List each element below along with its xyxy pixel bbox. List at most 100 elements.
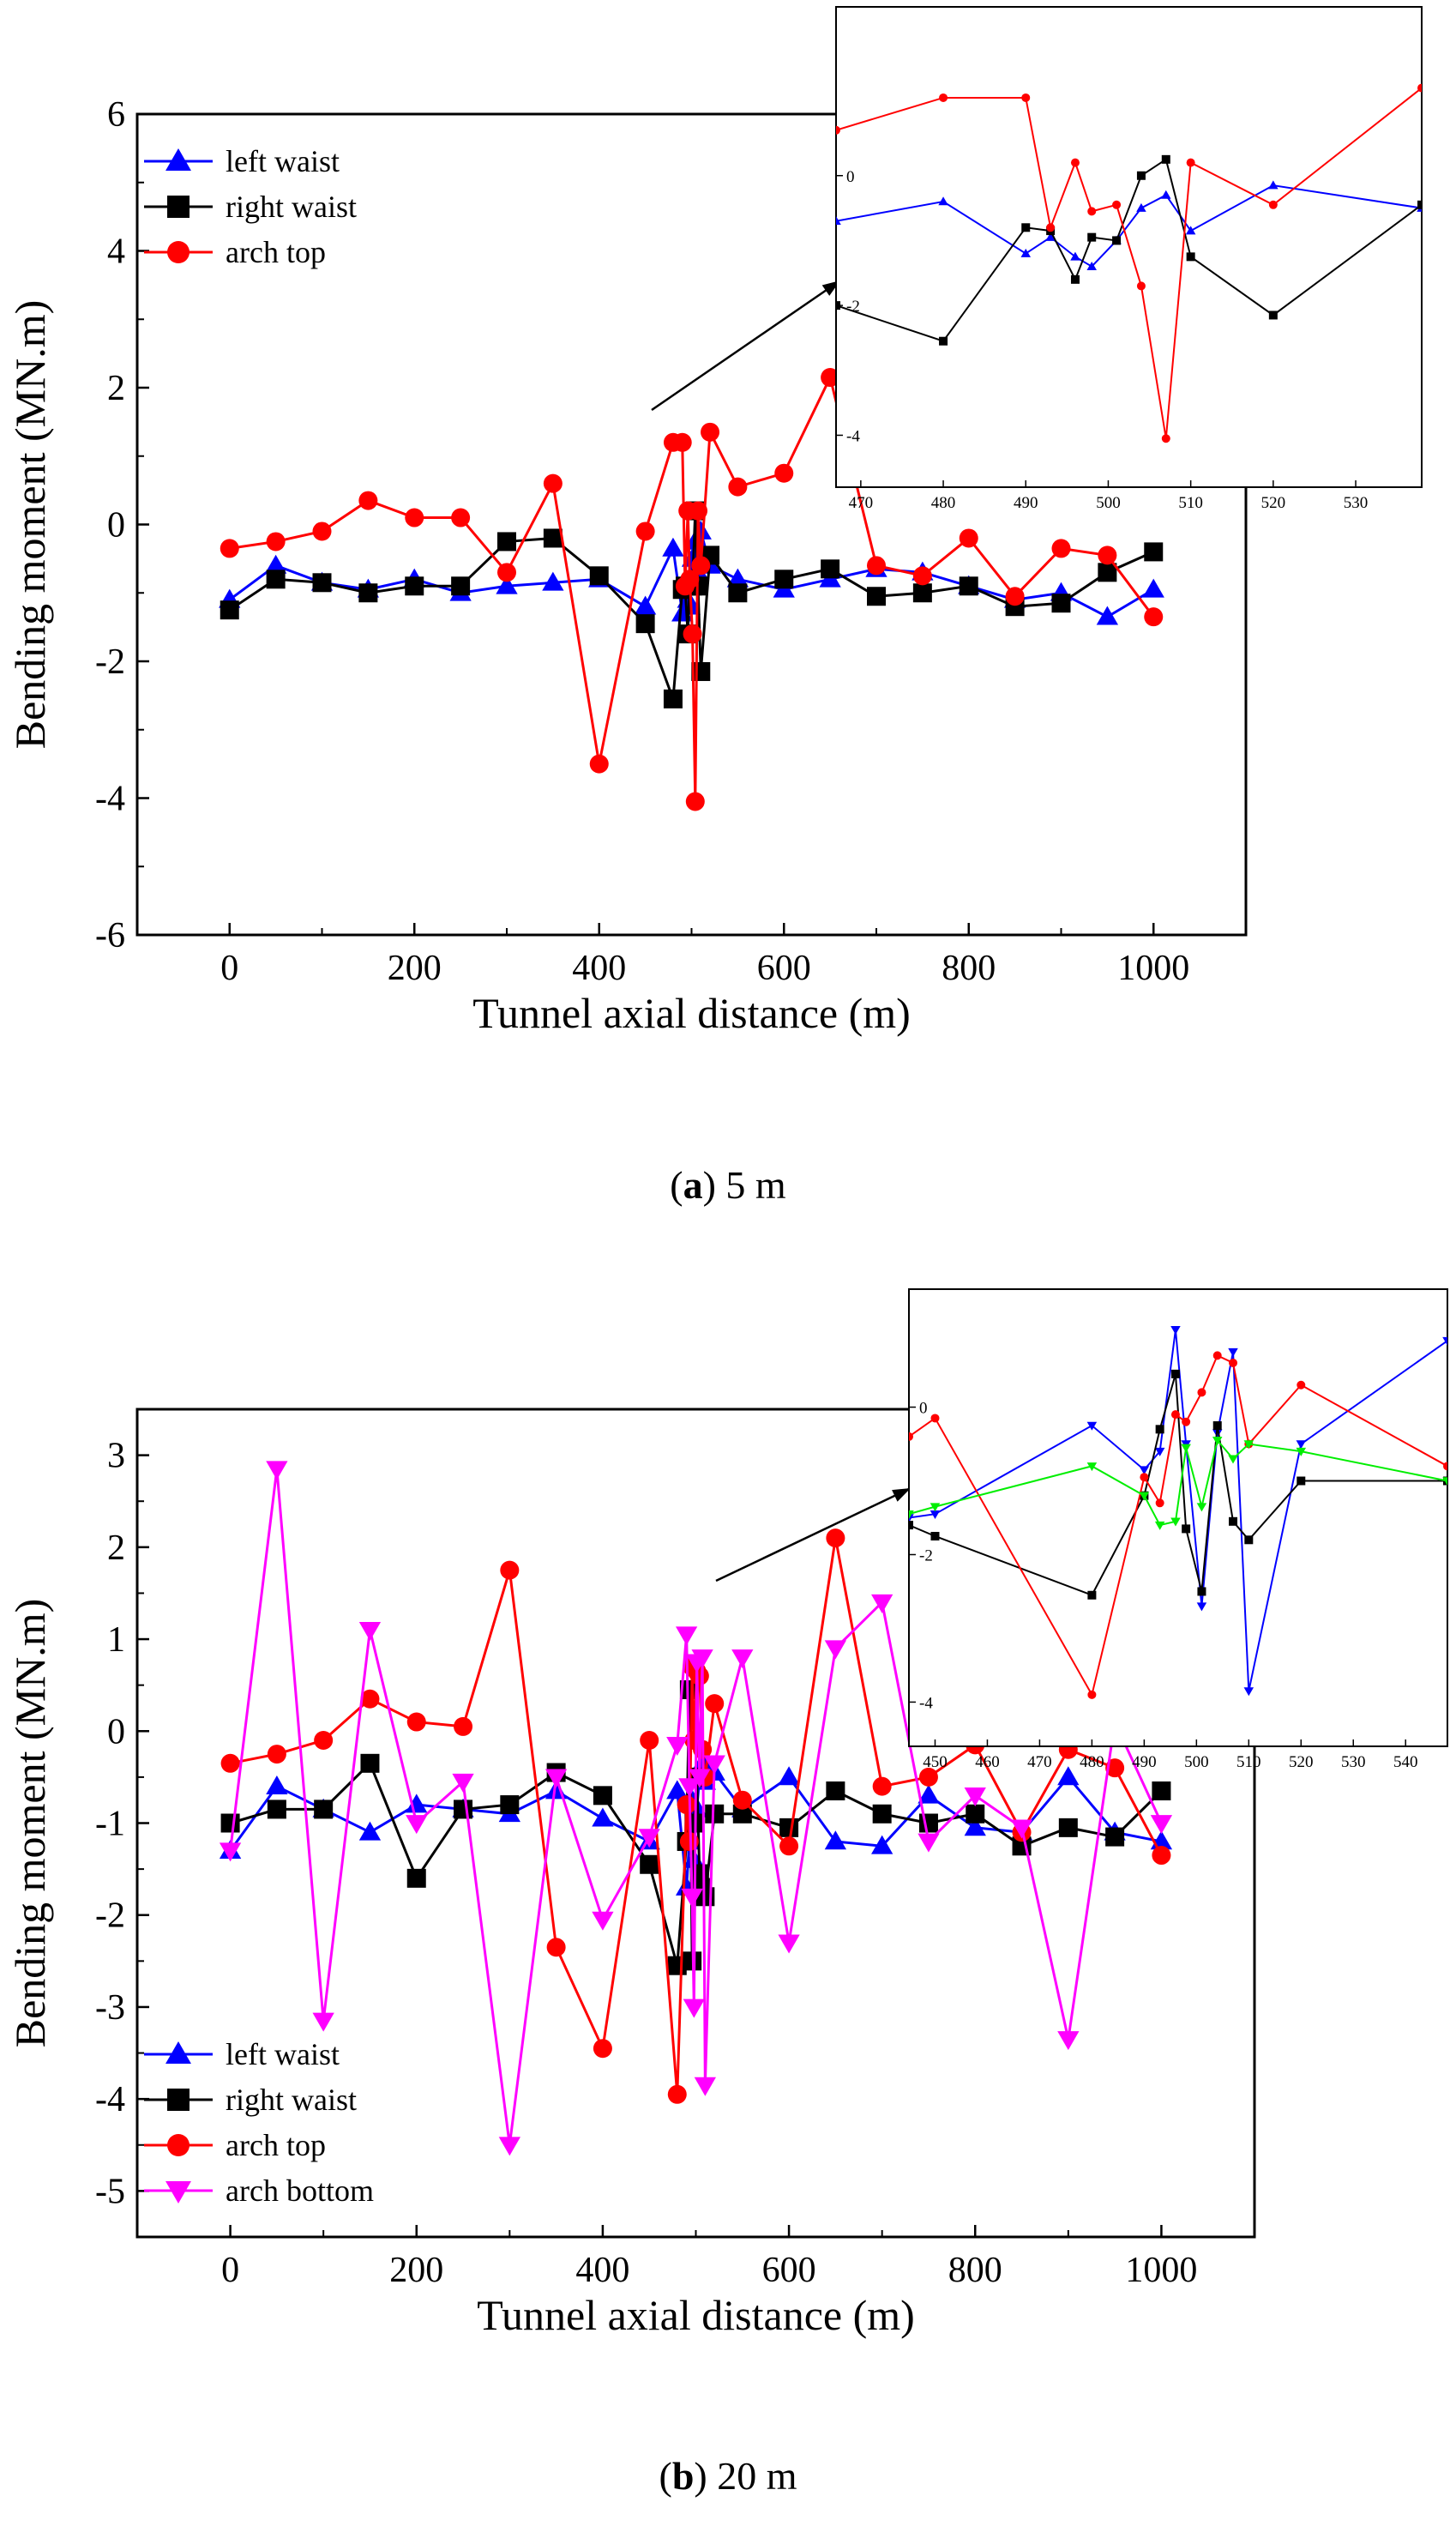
chart-a-zoom-arrow [651,279,841,412]
chart-a-inset-xtick-label-1: 480 [931,494,956,512]
chart-b-point-arch-top-5 [454,1716,473,1736]
chart-b-ytick-label-8: 3 [107,1437,125,1476]
chart-b-point-left-waist-3 [358,1821,382,1841]
chart-b-xtick-label-2: 400 [575,2251,629,2290]
chart-a-point-right-waist-25 [959,576,978,596]
chart-b-point-right-waist-20 [732,1804,752,1824]
chart-b-point-arch-top-1 [267,1745,286,1764]
chart-b-ytick-label-5: 0 [107,1712,125,1751]
chart-b-inset-ytick-label-2: 0 [919,1400,928,1418]
chart-b-point-arch-bottom-20 [731,1649,754,1669]
chart-a-inset-point-left-waist-2 [1020,248,1032,257]
chart-a-inset-series-right-waist-line [836,158,1422,342]
chart-b-point-right-waist-5 [454,1800,473,1819]
chart-a-xtick-label-4: 800 [942,949,996,988]
chart-b-point-arch-top-0 [220,1753,240,1773]
chart-a-point-arch-top-17 [689,501,708,521]
chart-a-point-left-waist-9 [634,595,657,615]
chart-b-inset-point-left-waist-2 [1086,1421,1098,1431]
chart-b-inset-plot [909,1326,1447,1699]
chart-b-point-right-waist-23 [872,1804,892,1824]
chart-a-inset-point-right-waist-4 [1070,274,1080,284]
chart-b-point-arch-bottom-3 [358,1621,382,1641]
caption-b: (b) 20 m [659,2454,797,2498]
chart-a-inset-series-left-waist-line [836,184,1422,268]
chart-a-inset-point-left-waist-9 [1185,226,1196,235]
chart-b-point-arch-top-19 [705,1694,725,1714]
chart-b-legend-label-arch-bottom: arch bottom [226,2173,374,2208]
chart-b-point-right-waist-9 [640,1854,659,1874]
chart-a-point-arch-top-6 [497,563,516,582]
chart-a-legend-label-left-waist: left waist [226,144,340,178]
chart-b-inset-point-arch-bottom-11 [1296,1447,1307,1456]
chart-a-inset-point-arch-top-1 [939,93,948,102]
chart-b-inset-point-right-waist-8 [1212,1421,1222,1431]
chart-a-point-arch-top-7 [543,473,563,493]
chart-a-point-left-waist-1 [264,554,287,574]
chart-b-point-right-waist-3 [360,1753,380,1773]
chart-a-point-right-waist-3 [358,583,378,603]
chart-a-xtick-label-5: 1000 [1117,949,1189,988]
chart-b-inset-point-arch-bottom-12 [1442,1477,1447,1486]
chart-b-inset-ytick-label-0: -4 [919,1694,933,1712]
chart-a-point-arch-top-14 [680,570,700,589]
chart-b-point-arch-bottom-8 [592,1911,614,1931]
chart-b-point-right-waist-27 [1058,1818,1078,1837]
chart-b-inset-point-left-waist-5 [1170,1326,1181,1335]
chart-a-point-arch-top-0 [220,539,239,558]
chart-a-inset-point-left-waist-1 [938,196,948,206]
chart-b-point-arch-bottom-18 [694,2077,717,2096]
chart-a-inset-point-arch-top-2 [1021,93,1031,102]
chart-b-inset-point-left-waist-9 [1228,1347,1238,1357]
caption-a: (a) 5 m [670,1163,786,1207]
chart-b-point-arch-top-28 [1105,1758,1125,1778]
caption-a-letter: a [683,1163,703,1207]
chart-b-legend-label-right-waist: right waist [226,2083,357,2117]
chart-b-inset-point-arch-top-9 [1229,1358,1238,1367]
chart-b-inset-point-right-waist-10 [1244,1535,1254,1545]
chart-a-inset-point-arch-top-8 [1161,434,1170,443]
chart-a-point-left-waist-28 [1096,606,1119,625]
chart-b-xtick-label-4: 800 [948,2251,1002,2290]
chart-b-inset-point-arch-top-1 [930,1414,940,1423]
chart-a-point-arch-top-27 [1051,539,1071,558]
chart-b-inset-point-arch-bottom-1 [930,1503,941,1512]
chart-a-inset-point-right-waist-9 [1186,252,1195,262]
chart-b-ytick-label-4: -1 [95,1805,125,1844]
chart-b-inset-point-arch-bottom-4 [1154,1521,1165,1530]
chart-b-xtick-label-1: 200 [389,2251,443,2290]
chart-a-point-left-waist-10 [662,537,684,557]
chart-b-point-arch-bottom-6 [498,2137,520,2156]
chart-b-point-right-waist-22 [826,1781,845,1800]
chart-a-inset-point-right-waist-2 [1021,223,1031,232]
chart-a-point-right-waist-28 [1098,563,1117,582]
chart-b-point-left-waist-23 [871,1835,893,1854]
chart-a-inset-point-arch-top-6 [1112,200,1122,209]
chart-a-point-right-waist-10 [663,689,683,708]
chart-b-point-right-waist-21 [779,1818,799,1837]
chart-b-point-arch-bottom-26 [1010,1819,1033,1839]
chart-b-inset-point-arch-bottom-3 [1139,1492,1150,1501]
chart-b-inset-point-right-waist-6 [1182,1524,1191,1534]
chart-a-inset-xtick-label-3: 500 [1096,494,1121,512]
chart-b-ylabel: Bending moment (MN.m) [6,1599,54,2048]
chart-a-point-arch-top-23 [867,556,886,576]
chart-b-ytick-label-2: -3 [95,1988,125,2028]
chart-b-xtick-label-0: 0 [221,2251,239,2290]
chart-a-inset-point-arch-top-7 [1136,281,1146,291]
chart-b-legend-marker-right-waist [167,2089,190,2111]
chart-a-point-left-waist-6 [496,575,518,594]
chart-a-point-right-waist-24 [912,583,932,603]
chart-b-point-arch-top-7 [546,1938,566,1957]
chart-b-inset-xtick-label-5: 500 [1184,1753,1209,1771]
chart-b-point-arch-bottom-13 [681,1888,703,1908]
chart-b-ytick-label-6: 1 [107,1620,125,1660]
chart-b-point-arch-top-20 [732,1790,752,1810]
chart-a-inset-xtick-label-4: 510 [1178,494,1203,512]
chart-a-inset-point-right-waist-8 [1161,154,1170,164]
chart-a-inset-point-left-waist-5 [1086,261,1097,270]
chart-a-point-right-waist-1 [266,570,286,589]
chart-b-point-arch-top-8 [593,2039,612,2059]
chart-b-point-arch-bottom-17 [691,1649,713,1669]
chart-b-inset-point-arch-top-7 [1197,1388,1206,1397]
